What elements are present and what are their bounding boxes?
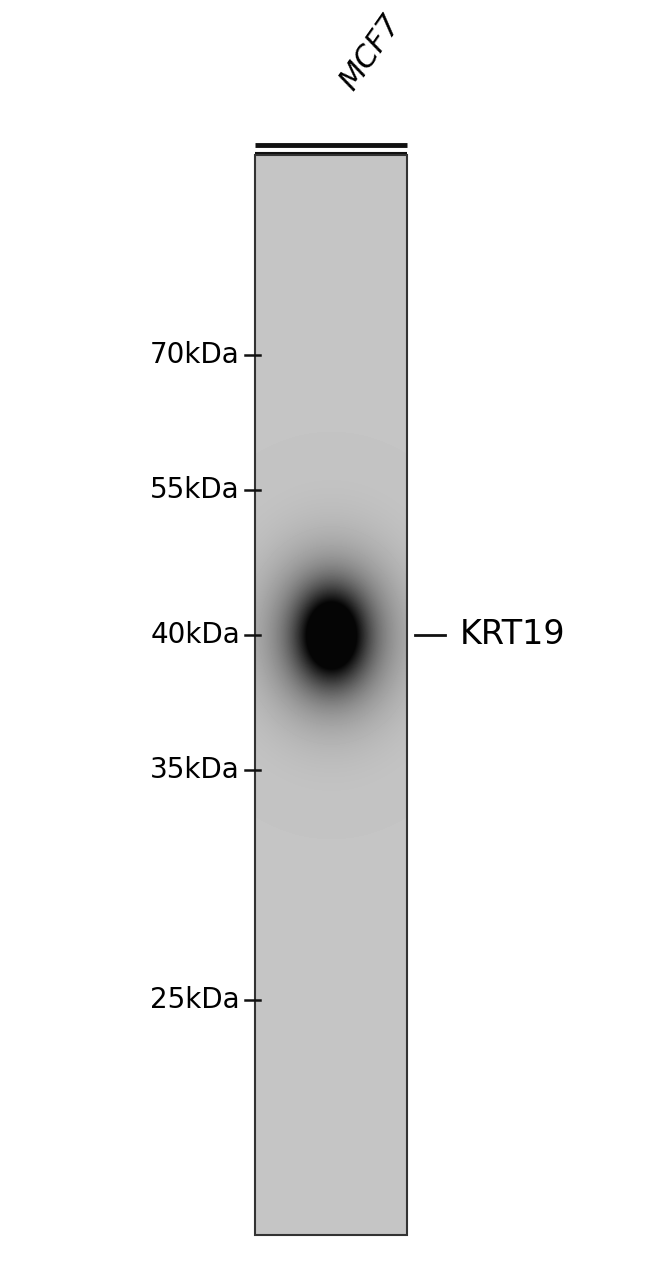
Bar: [255, 155, 407, 1235]
Text: MCF7: MCF7: [334, 9, 406, 95]
Text: 35kDa: 35kDa: [150, 756, 240, 783]
Text: 55kDa: 55kDa: [150, 476, 240, 504]
Text: 25kDa: 25kDa: [150, 986, 240, 1014]
Text: KRT19: KRT19: [460, 618, 565, 652]
Text: 70kDa: 70kDa: [150, 340, 240, 369]
Text: 40kDa: 40kDa: [150, 621, 240, 649]
